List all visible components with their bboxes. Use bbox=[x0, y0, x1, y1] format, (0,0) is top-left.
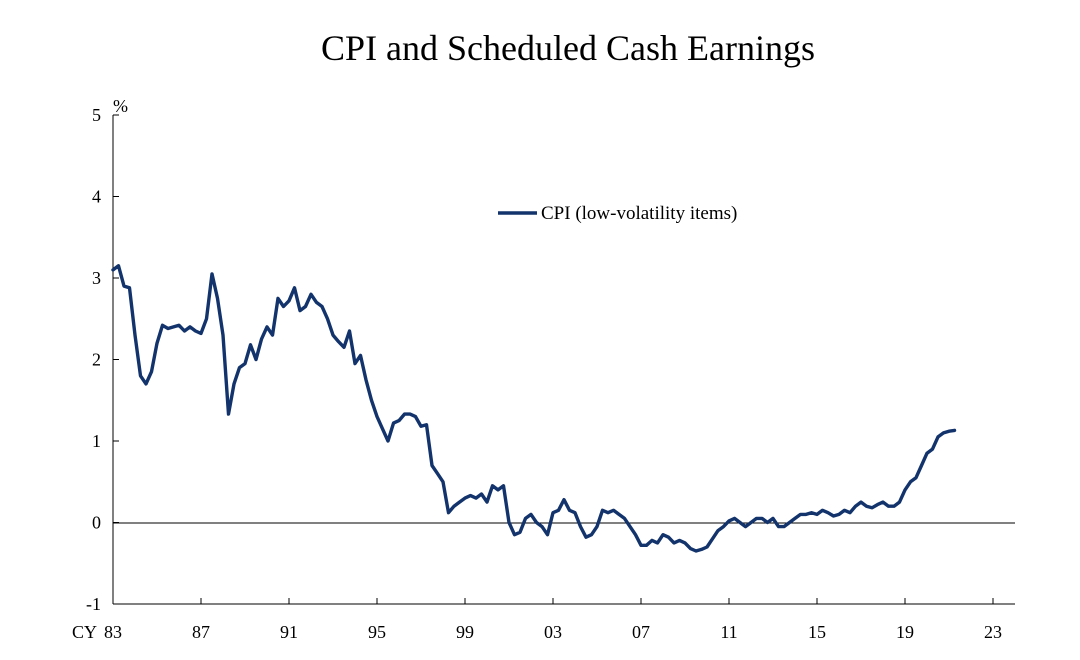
legend-label: CPI (low-volatility items) bbox=[541, 203, 737, 224]
x-tick-label: 03 bbox=[544, 622, 562, 642]
y-tick-label: 2 bbox=[92, 350, 101, 370]
x-tick-label: 91 bbox=[280, 622, 298, 642]
y-tick-label: 0 bbox=[92, 513, 101, 533]
x-tick-label: 95 bbox=[368, 622, 386, 642]
y-tick-label: -1 bbox=[86, 594, 101, 614]
x-tick-label: 99 bbox=[456, 622, 474, 642]
y-tick-label: 5 bbox=[92, 105, 101, 125]
legend: CPI (low-volatility items) bbox=[498, 203, 737, 224]
x-tick-label: 15 bbox=[808, 622, 826, 642]
series-layer bbox=[111, 264, 957, 553]
x-tick-label: 19 bbox=[896, 622, 914, 642]
series-line-0 bbox=[111, 264, 957, 553]
x-ticks: 83 87 91 95 99 03 07 11 15 19 23 bbox=[104, 598, 1002, 642]
y-tick-label: 3 bbox=[92, 268, 101, 288]
y-tick-label: 1 bbox=[92, 431, 101, 451]
x-tick-label: 87 bbox=[192, 622, 210, 642]
y-tick-label: 4 bbox=[92, 187, 101, 207]
x-prefix-label: CY bbox=[72, 622, 97, 642]
y-unit-label: % bbox=[113, 96, 128, 116]
x-tick-label: 07 bbox=[632, 622, 650, 642]
chart-title: CPI and Scheduled Cash Earnings bbox=[321, 28, 815, 68]
x-tick-label: 11 bbox=[720, 622, 737, 642]
x-tick-label: 83 bbox=[104, 622, 122, 642]
x-tick-label: 23 bbox=[984, 622, 1002, 642]
y-ticks: -1 0 1 2 3 4 5 bbox=[86, 105, 119, 614]
